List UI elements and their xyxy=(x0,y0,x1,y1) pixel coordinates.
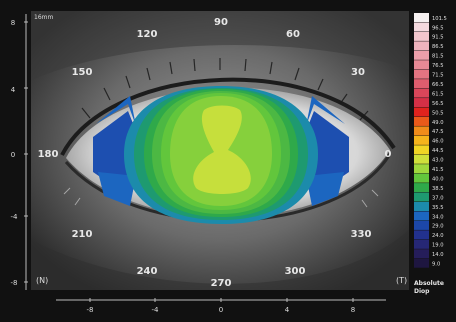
legend-value: 24.0 xyxy=(432,233,444,239)
angle-label-90: 90 xyxy=(214,17,228,28)
legend-value: 86.5 xyxy=(432,44,444,50)
angle-label-150: 150 xyxy=(72,67,93,78)
nasal-label: (N) xyxy=(36,276,48,285)
angle-label-300: 300 xyxy=(285,266,306,277)
legend-value: 66.5 xyxy=(432,82,444,88)
legend-value: 49.0 xyxy=(432,120,444,126)
legend-value: 19.0 xyxy=(432,243,444,249)
legend-swatch xyxy=(414,22,429,32)
legend-swatch xyxy=(414,98,429,108)
legend-swatch xyxy=(414,154,429,164)
legend-swatch xyxy=(414,239,429,249)
legend-swatch xyxy=(414,173,429,183)
topography-overlay xyxy=(93,86,349,224)
legend-swatch xyxy=(414,79,429,89)
legend-value: 46.0 xyxy=(432,139,444,145)
legend-swatch xyxy=(414,60,429,70)
legend-value: 91.5 xyxy=(432,35,444,41)
legend-value: 37.0 xyxy=(432,195,444,201)
y-tick: 4 xyxy=(11,86,16,94)
legend-value: 61.5 xyxy=(432,91,444,97)
legend-swatch xyxy=(414,116,429,126)
angle-label-240: 240 xyxy=(137,266,158,277)
legend-swatch xyxy=(414,126,429,136)
x-tick: -8 xyxy=(87,306,94,314)
legend-swatch xyxy=(414,164,429,174)
angle-label-180: 180 xyxy=(38,149,59,160)
legend-value: 40.0 xyxy=(432,176,444,182)
legend-swatch xyxy=(414,230,429,240)
legend-swatch xyxy=(414,258,429,268)
x-tick: 8 xyxy=(351,306,355,314)
legend-value: 50.5 xyxy=(432,110,444,116)
legend-value: 29.0 xyxy=(432,224,444,230)
legend-swatch xyxy=(414,220,429,230)
legend-value: 34.0 xyxy=(432,214,444,220)
legend-swatch xyxy=(414,69,429,79)
legend-value: 81.5 xyxy=(432,54,444,60)
y-tick: 0 xyxy=(11,151,15,159)
legend-value: 47.5 xyxy=(432,129,444,135)
legend-value: 71.5 xyxy=(432,73,444,79)
central-region xyxy=(193,105,251,194)
legend-swatch xyxy=(414,50,429,60)
legend-swatch xyxy=(414,13,429,22)
x-tick: -4 xyxy=(152,306,160,314)
legend-value: 9.0 xyxy=(432,262,440,268)
legend-swatch xyxy=(414,192,429,202)
legend-value: 35.5 xyxy=(432,205,444,211)
angle-label-30: 30 xyxy=(351,67,365,78)
legend-value: 56.5 xyxy=(432,101,444,107)
angle-label-270: 270 xyxy=(211,278,232,289)
temporal-label: (T) xyxy=(396,276,407,285)
legend-swatch xyxy=(414,107,429,117)
angle-label-330: 330 xyxy=(351,229,372,240)
legend-swatch xyxy=(414,41,429,51)
legend-value: 41.5 xyxy=(432,167,444,173)
legend-value: 14.0 xyxy=(432,252,444,258)
legend-value: 38.5 xyxy=(432,186,444,192)
legend-value: 96.5 xyxy=(432,25,444,31)
legend-value: 43.0 xyxy=(432,158,444,164)
y-tick: 8 xyxy=(11,19,15,27)
y-axis: 8 4 0 -4 -8 xyxy=(11,14,28,290)
legend-value: 44.5 xyxy=(432,148,444,154)
angle-label-210: 210 xyxy=(72,229,93,240)
x-tick: 4 xyxy=(285,306,290,314)
y-tick: -8 xyxy=(11,279,18,287)
legend-swatch xyxy=(414,183,429,193)
legend-swatch xyxy=(414,31,429,41)
x-tick: 0 xyxy=(219,306,223,314)
color-scale-legend: Absolute Diop 101.5 96.5 91.5 86.5 81.5 76.5 7… xyxy=(414,13,447,295)
legend-swatch xyxy=(414,145,429,155)
legend-swatch xyxy=(414,211,429,221)
legend-title-line1: Absolute xyxy=(414,280,444,287)
scale-label: 16mm xyxy=(34,14,53,21)
legend-value: 101.5 xyxy=(432,16,447,22)
legend-swatch xyxy=(414,202,429,211)
legend-swatch xyxy=(414,135,429,145)
angle-label-60: 60 xyxy=(286,29,300,40)
angle-label-120: 120 xyxy=(137,29,158,40)
legend-title-line2: Diop xyxy=(414,288,430,295)
y-tick: -4 xyxy=(11,213,19,221)
x-axis: -8 -4 0 4 8 xyxy=(56,298,386,314)
angle-label-0: 0 xyxy=(385,149,392,160)
legend-swatch xyxy=(414,249,429,259)
angle-labels: 0 30 60 90 120 150 180 210 240 270 300 3… xyxy=(38,17,392,289)
legend-swatch xyxy=(414,88,429,98)
legend-value: 76.5 xyxy=(432,63,444,69)
